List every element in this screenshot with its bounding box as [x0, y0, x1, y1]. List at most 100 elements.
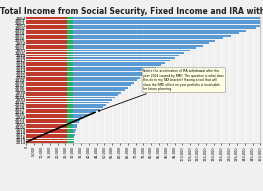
Bar: [73, 124, 78, 126]
Bar: [67, 30, 73, 32]
Bar: [26, 18, 67, 19]
Bar: [67, 35, 73, 37]
Bar: [67, 102, 73, 103]
Bar: [73, 37, 223, 39]
Bar: [67, 114, 73, 116]
Bar: [73, 114, 89, 116]
Bar: [26, 74, 67, 76]
Bar: [26, 42, 67, 44]
Bar: [73, 60, 170, 61]
Bar: [73, 23, 263, 24]
Bar: [73, 94, 118, 96]
Bar: [26, 129, 67, 131]
Bar: [67, 119, 73, 121]
Bar: [67, 32, 73, 34]
Bar: [73, 77, 140, 79]
Bar: [26, 102, 67, 103]
Bar: [67, 74, 73, 76]
Bar: [26, 60, 67, 61]
Bar: [73, 40, 215, 42]
Bar: [67, 27, 73, 29]
Bar: [67, 131, 73, 133]
Bar: [67, 45, 73, 47]
Bar: [26, 84, 67, 86]
Bar: [26, 55, 67, 56]
Bar: [26, 23, 67, 24]
Bar: [67, 55, 73, 56]
Bar: [67, 42, 73, 44]
Bar: [73, 57, 175, 59]
Bar: [73, 126, 77, 128]
Bar: [67, 40, 73, 42]
Bar: [73, 35, 231, 37]
Bar: [73, 129, 76, 131]
Bar: [26, 45, 67, 47]
Bar: [26, 97, 67, 98]
Bar: [26, 121, 67, 123]
Bar: [73, 139, 74, 140]
Bar: [67, 57, 73, 59]
Bar: [67, 107, 73, 108]
Bar: [26, 134, 67, 136]
Bar: [67, 50, 73, 52]
Bar: [73, 67, 156, 69]
Bar: [67, 69, 73, 71]
Bar: [73, 69, 153, 71]
Bar: [26, 99, 67, 101]
Bar: [26, 114, 67, 116]
Bar: [26, 32, 67, 34]
Bar: [26, 30, 67, 32]
Bar: [67, 77, 73, 79]
Bar: [67, 72, 73, 74]
Bar: [73, 104, 106, 106]
Bar: [67, 134, 73, 136]
Bar: [73, 97, 115, 98]
Bar: [67, 37, 73, 39]
Bar: [73, 72, 148, 74]
Bar: [26, 65, 67, 66]
Bar: [26, 107, 67, 108]
Bar: [73, 30, 246, 32]
Bar: [73, 82, 134, 84]
Bar: [26, 89, 67, 91]
Bar: [26, 77, 67, 79]
Bar: [73, 18, 263, 19]
Bar: [73, 62, 165, 64]
Bar: [26, 87, 67, 89]
Bar: [73, 99, 112, 101]
Text: Notice the acceleration of IRA withdrawal after the
year 2024 caused by RMD. The: Notice the acceleration of IRA withdrawa…: [98, 69, 224, 111]
Bar: [67, 121, 73, 123]
Bar: [67, 89, 73, 91]
Bar: [26, 139, 67, 140]
Bar: [73, 74, 145, 76]
Bar: [73, 134, 75, 136]
Bar: [67, 84, 73, 86]
Bar: [73, 79, 137, 81]
Bar: [26, 131, 67, 133]
Bar: [67, 111, 73, 113]
Title: Total Income from Social Security, Fixed Income and IRA withdraw: Total Income from Social Security, Fixed…: [0, 7, 263, 16]
Bar: [67, 141, 73, 143]
Bar: [26, 40, 67, 42]
Bar: [73, 119, 80, 121]
Bar: [67, 129, 73, 131]
Bar: [73, 27, 256, 29]
Bar: [67, 52, 73, 54]
Bar: [26, 116, 67, 118]
Bar: [67, 99, 73, 101]
Bar: [26, 141, 67, 143]
Bar: [73, 102, 109, 103]
Bar: [67, 126, 73, 128]
Bar: [26, 62, 67, 64]
Bar: [26, 126, 67, 128]
Bar: [26, 119, 67, 121]
Bar: [26, 37, 67, 39]
Bar: [73, 25, 263, 27]
Bar: [73, 50, 190, 52]
Bar: [67, 104, 73, 106]
Bar: [73, 45, 203, 47]
Bar: [73, 141, 74, 143]
Bar: [67, 79, 73, 81]
Bar: [26, 20, 67, 22]
Bar: [26, 109, 67, 111]
